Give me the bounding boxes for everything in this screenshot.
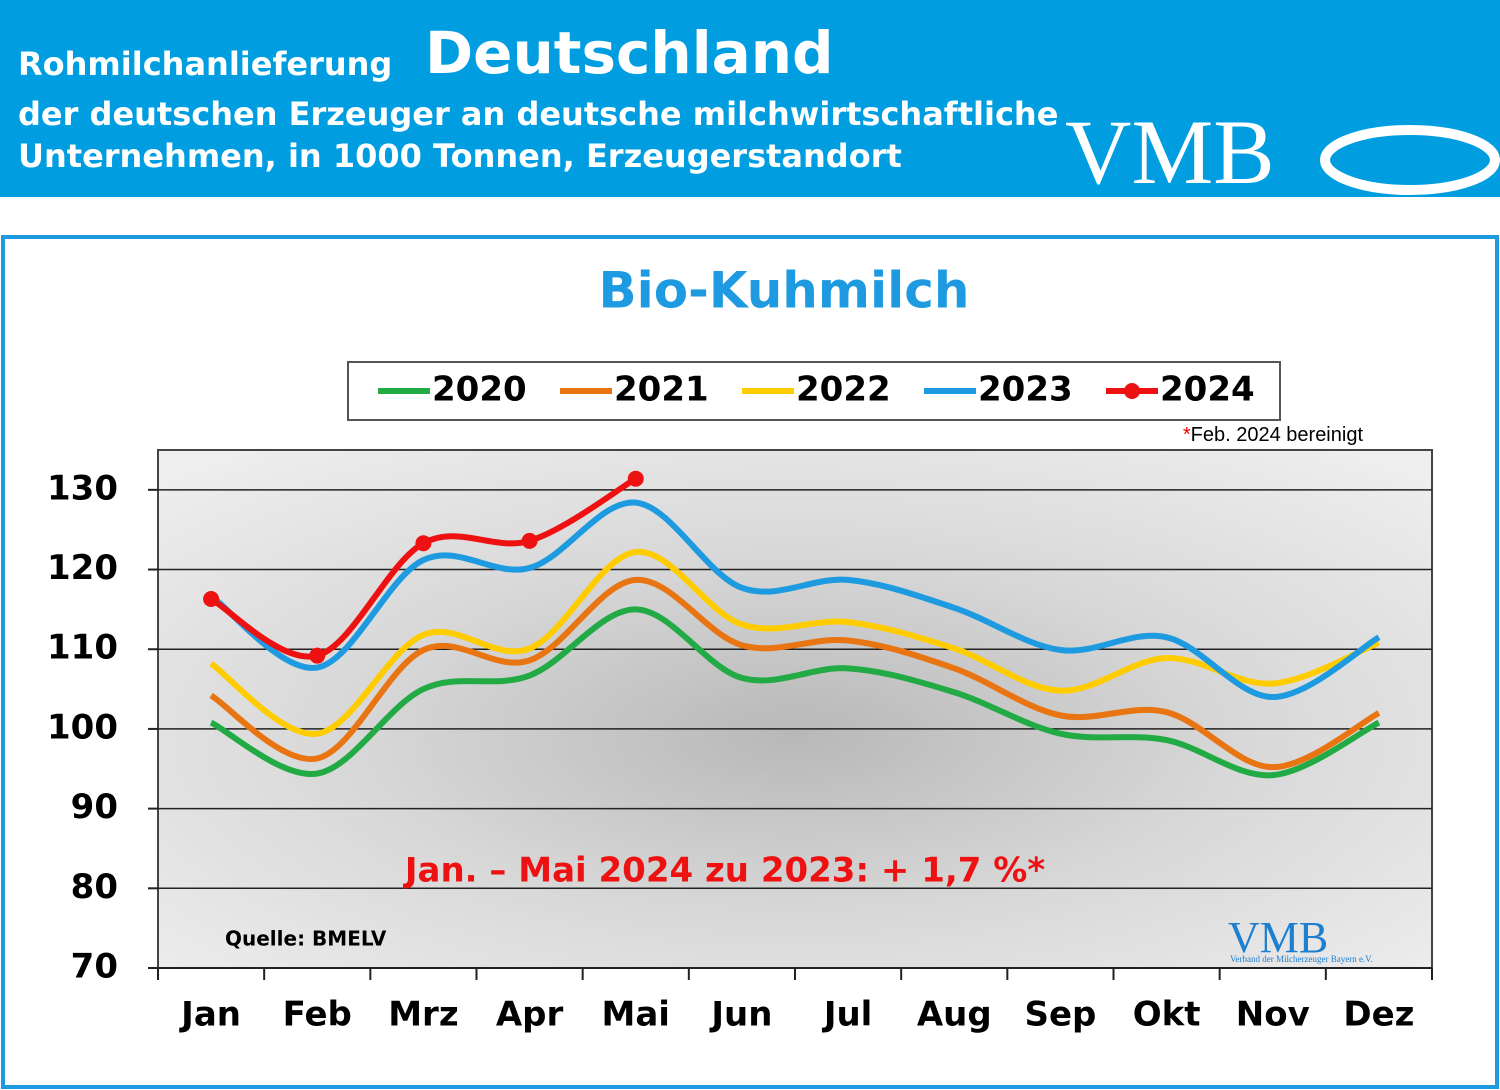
y-tick-label: 80 xyxy=(71,867,118,907)
x-tick-label: Apr xyxy=(496,995,564,1035)
legend-label: 2020 xyxy=(432,370,527,410)
header-line: der deutschen Erzeuger an deutsche milch… xyxy=(18,95,1058,133)
y-tick-label: 110 xyxy=(47,628,118,668)
y-tick-label: 120 xyxy=(47,548,118,588)
plot-logo-sub: Verband der Milcherzeuger Bayern e.V. xyxy=(1230,954,1373,964)
logo-swirl xyxy=(1320,125,1500,195)
point xyxy=(521,532,538,549)
annotation: Jan. – Mai 2024 zu 2023: + 1,7 %* xyxy=(403,851,1045,891)
legend-label: 2024 xyxy=(1160,370,1255,410)
source: Quelle: BMELV xyxy=(225,927,387,951)
y-tick-label: 70 xyxy=(71,947,118,987)
series-line xyxy=(209,548,1381,737)
y-tick-label: 100 xyxy=(47,707,118,747)
legend-label: 2023 xyxy=(978,370,1073,410)
x-tick-label: Sep xyxy=(1024,995,1096,1035)
chart-title: Bio-Kuhmilch xyxy=(598,262,969,320)
x-tick-label: Dez xyxy=(1343,995,1414,1035)
x-tick-label: Mrz xyxy=(388,995,458,1035)
legend-label: 2021 xyxy=(614,370,709,410)
x-tick-label: Aug xyxy=(917,995,992,1035)
point xyxy=(627,470,644,487)
point xyxy=(415,535,432,552)
point xyxy=(203,591,220,608)
legend-label: 2022 xyxy=(796,370,891,410)
x-tick-label: Okt xyxy=(1133,995,1201,1035)
y-tick-label: 130 xyxy=(47,468,118,508)
x-tick-label: Mai xyxy=(602,995,670,1035)
x-tick-label: Jan xyxy=(179,995,241,1035)
header-band xyxy=(0,0,1500,197)
legend-marker xyxy=(1124,383,1140,399)
header-logo: VMB xyxy=(1065,101,1275,203)
y-tick-label: 90 xyxy=(71,787,118,827)
x-tick-label: Feb xyxy=(283,995,352,1035)
plot-logo: VMB xyxy=(1228,913,1328,962)
series-line xyxy=(209,606,1381,779)
header-line: Unternehmen, in 1000 Tonnen, Erzeugersta… xyxy=(18,137,902,175)
series-line xyxy=(209,576,1381,771)
x-tick-label: Nov xyxy=(1236,995,1310,1035)
header-title: Deutschland xyxy=(425,19,834,87)
note: *Feb. 2024 bereinigt xyxy=(1183,424,1364,446)
point xyxy=(309,647,326,664)
x-tick-label: Jun xyxy=(709,995,772,1035)
x-tick-label: Jul xyxy=(822,995,873,1035)
series-line xyxy=(209,499,1381,701)
header-prefix: Rohmilchanlieferung xyxy=(18,45,392,83)
